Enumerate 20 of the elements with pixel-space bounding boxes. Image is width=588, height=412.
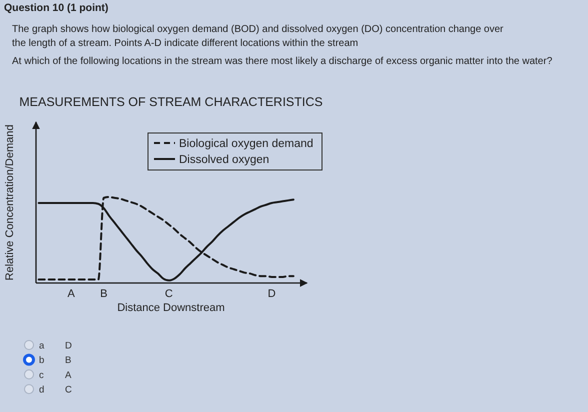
text: Question 10 (1 point) bbox=[4, 2, 108, 14]
text: D bbox=[65, 340, 72, 352]
text: B bbox=[65, 355, 72, 366]
text: A bbox=[65, 370, 72, 381]
text: The graph shows how biological oxygen demand (BOD) and dissolved oxygen (DO) concentration change over the length of a stream. Points A-D indicate different locations within the stream bbox=[12, 24, 504, 49]
x-tick-label: B bbox=[100, 288, 108, 300]
text: a bbox=[39, 340, 45, 352]
text: C bbox=[65, 384, 72, 396]
legend-label: Biological oxygen demand bbox=[179, 138, 314, 150]
x-tick-label: A bbox=[68, 288, 76, 300]
x-tick-label: D bbox=[268, 288, 276, 300]
x-axis-title: Distance Downstream bbox=[117, 302, 225, 314]
text: c bbox=[39, 370, 44, 381]
legend-label: Dissolved oxygen bbox=[179, 154, 270, 166]
chart-title: MEASUREMENTS OF STREAM CHARACTERISTICS bbox=[19, 95, 323, 109]
text: b bbox=[39, 355, 44, 366]
y-axis-title: Relative Concentration/Demand bbox=[4, 124, 16, 280]
text: At which of the following locations in the stream was there most likely a discharge of excess organic matter into the water? bbox=[12, 56, 553, 67]
x-tick-label: C bbox=[164, 288, 173, 300]
text: d bbox=[39, 384, 44, 396]
